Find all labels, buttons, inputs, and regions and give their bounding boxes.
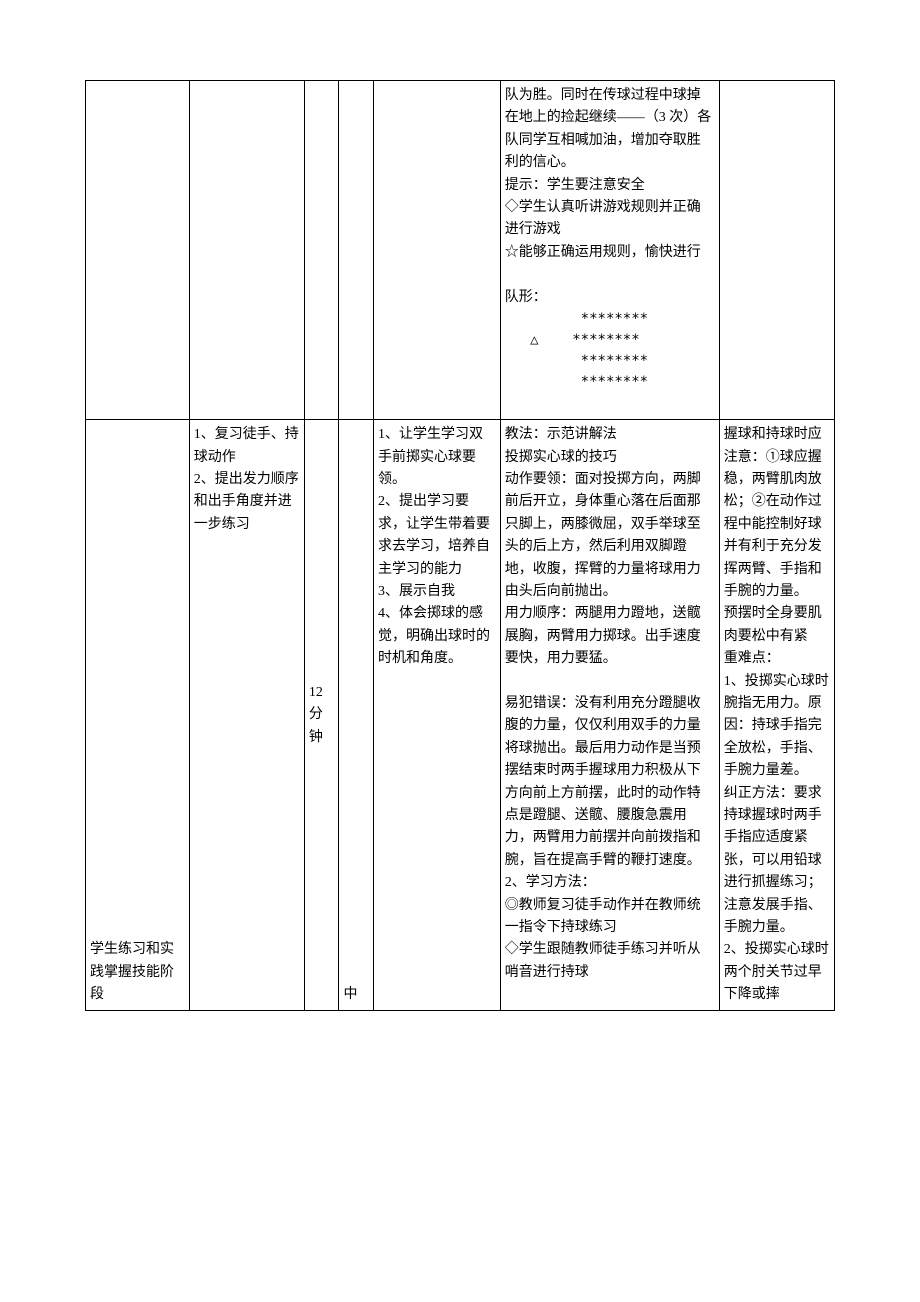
objective-text: 1、让学生学习双手前掷实心球要领。 2、提出学习要求，让学生带着要求去学习，培养… <box>378 424 496 670</box>
cell-method: 教法：示范讲解法 投掷实心球的技巧 动作要领：面对投掷方向，两脚前后开立，身体重… <box>500 420 719 1011</box>
cell-content-prev <box>189 81 304 420</box>
document-page: 队为胜。同时在传球过程中球掉在地上的捡起继续——（3 次）各队同学互相喊加油，增… <box>0 0 920 1302</box>
cell-notes: 握球和持球时应注意：①球应握稳，两臂肌肉放松；②在动作过程中能控制好球并有利于充… <box>719 420 834 1011</box>
content-text: 1、复习徒手、持球动作 2、提出发力顺序和出手角度并进一步练习 <box>194 424 300 536</box>
method-text: 队为胜。同时在传球过程中球掉在地上的捡起继续——（3 次）各队同学互相喊加油，增… <box>505 85 715 309</box>
cell-time: 12 分 钟 <box>304 420 339 1011</box>
cell-objective-prev <box>374 81 501 420</box>
cell-method-prev: 队为胜。同时在传球过程中球掉在地上的捡起继续——（3 次）各队同学互相喊加油，增… <box>500 81 719 420</box>
cell-stage: 学生练习和实践掌握技能阶段 <box>86 420 190 1011</box>
table-row: 学生练习和实践掌握技能阶段 1、复习徒手、持球动作 2、提出发力顺序和出手角度并… <box>86 420 835 1011</box>
time-text: 12 分 钟 <box>309 682 335 749</box>
cell-intensity-prev <box>339 81 374 420</box>
cell-stage-prev <box>86 81 190 420</box>
lesson-plan-table: 队为胜。同时在传球过程中球掉在地上的捡起继续——（3 次）各队同学互相喊加油，增… <box>85 80 835 1011</box>
notes-text: 握球和持球时应注意：①球应握稳，两臂肌肉放松；②在动作过程中能控制好球并有利于充… <box>724 424 830 1006</box>
formation-diagram: ******** △ ******** ******** ******** <box>505 309 715 393</box>
intensity-text: 中 <box>343 984 369 1006</box>
method-text: 教法：示范讲解法 投掷实心球的技巧 动作要领：面对投掷方向，两脚前后开立，身体重… <box>505 424 715 984</box>
cell-objective: 1、让学生学习双手前掷实心球要领。 2、提出学习要求，让学生带着要求去学习，培养… <box>374 420 501 1011</box>
cell-notes-prev <box>719 81 834 420</box>
stage-label: 学生练习和实践掌握技能阶段 <box>90 939 185 1006</box>
cell-intensity: 中 <box>339 420 374 1011</box>
table-row: 队为胜。同时在传球过程中球掉在地上的捡起继续——（3 次）各队同学互相喊加油，增… <box>86 81 835 420</box>
cell-content: 1、复习徒手、持球动作 2、提出发力顺序和出手角度并进一步练习 <box>189 420 304 1011</box>
cell-time-prev <box>304 81 339 420</box>
